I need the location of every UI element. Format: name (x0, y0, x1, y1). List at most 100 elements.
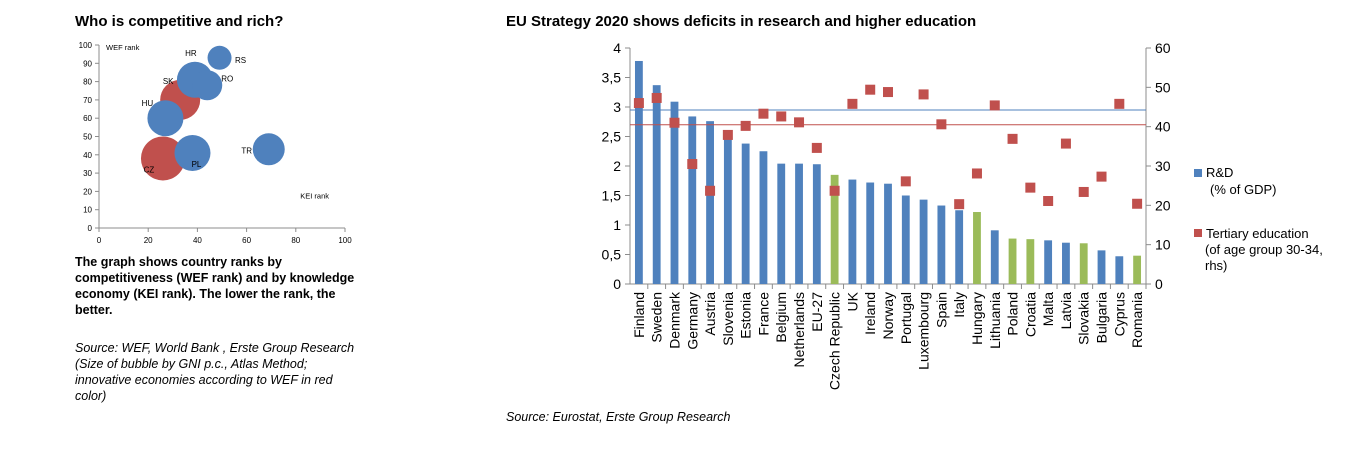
bar-chart-title: EU Strategy 2020 shows deficits in resea… (506, 13, 977, 30)
rd-bar (1062, 242, 1070, 284)
bar-left-tick-label: 1 (613, 217, 621, 233)
bar-right-tick-label: 40 (1155, 119, 1171, 135)
rd-bar (1008, 238, 1017, 284)
tertiary-marker (705, 185, 716, 196)
bar-category-label: Romania (1129, 292, 1145, 348)
tertiary-marker (776, 111, 787, 122)
bar-right-tick-label: 30 (1155, 158, 1171, 174)
bubble-chart: 0 10 20 30 40 50 60 70 80 90 100 0 20 40 60 80 100 WEF ra… (79, 41, 353, 245)
bubble-label-sk: SK (163, 77, 174, 86)
rd-bar (652, 85, 661, 284)
tertiary-marker (1043, 196, 1054, 207)
bar-category-label: Ireland (862, 292, 878, 335)
tertiary-marker (829, 185, 840, 196)
rd-bar (741, 143, 750, 284)
rd-bar (901, 195, 910, 284)
bubble-y-tick-label: 100 (79, 41, 93, 50)
rd-bar (955, 210, 964, 284)
bar-category-label: Lithuania (987, 292, 1003, 349)
bar-left-tick-label: 2,5 (602, 129, 622, 145)
tertiary-marker (1132, 198, 1143, 209)
rd-bar (973, 212, 981, 284)
tertiary-marker (1025, 182, 1036, 193)
tertiary-marker (900, 176, 911, 187)
bar-right-tick-label: 0 (1155, 276, 1163, 292)
bubble-hu (147, 100, 184, 137)
tertiary-marker (918, 89, 929, 100)
bar-category-label: EU-27 (809, 292, 825, 332)
bubble-y-tick-label: 20 (83, 187, 92, 196)
bubble-x-tick-label: 60 (242, 236, 251, 245)
rd-bar (848, 179, 857, 284)
bubble-chart-title: Who is competitive and rich? (75, 13, 284, 30)
tertiary-marker (1078, 186, 1089, 197)
bar-category-label: Bulgaria (1094, 292, 1110, 344)
tertiary-marker (1096, 171, 1107, 182)
rd-bar (937, 205, 946, 284)
tertiary-marker (865, 84, 876, 95)
bubble-y-tick-label: 90 (83, 59, 92, 68)
bubble-y-tick-label: 0 (88, 224, 93, 233)
bubble-y-tick-label: 10 (83, 206, 92, 215)
bubble-label-hr: HR (185, 49, 197, 58)
rd-bar (1115, 256, 1124, 284)
bar-category-label: Croatia (1022, 292, 1038, 337)
bar-chart-source: Source: Eurostat, Erste Group Research (506, 410, 731, 424)
bubble-chart-description: The graph shows country ranks by competi… (75, 255, 355, 317)
bar-left-tick-label: 3,5 (602, 70, 622, 86)
legend-rd-label: (% of GDP) (1210, 182, 1276, 197)
tertiary-marker (954, 199, 965, 210)
bar-category-label: Finland (631, 292, 647, 338)
rd-bar (723, 138, 732, 284)
rd-bar (706, 121, 714, 284)
bubble-tr (252, 133, 285, 166)
bar-left-tick-label: 0,5 (602, 247, 622, 263)
bar-category-label: Denmark (666, 291, 682, 349)
bar-left-tick-label: 3 (613, 99, 621, 115)
bar-right-tick-label: 20 (1155, 197, 1171, 213)
tertiary-marker (633, 98, 644, 109)
bar-category-label: Luxembourg (916, 292, 932, 370)
bar-category-label: Belgium (773, 292, 789, 343)
bar-left-tick-label: 1,5 (602, 188, 622, 204)
bar-category-label: Sweden (649, 292, 665, 343)
rd-bar (884, 183, 892, 284)
bubble-ro (192, 70, 223, 101)
rd-bar (1097, 250, 1106, 284)
bar-category-label: Spain (933, 292, 949, 328)
legend-rd-swatch (1194, 169, 1202, 177)
bar-category-label: Netherlands (791, 292, 807, 368)
legend-tertiary-label: Tertiary education (1206, 226, 1309, 241)
tertiary-marker (883, 87, 893, 98)
bar-category-label: Czech Republic (827, 292, 843, 390)
bubble-x-tick-label: 80 (291, 236, 300, 245)
rd-bar (777, 163, 786, 284)
rd-bar (795, 163, 803, 284)
tertiary-marker (989, 100, 1000, 111)
bar-right-tick-label: 50 (1155, 79, 1171, 95)
bubble-rs (207, 45, 232, 70)
bar-left-tick-label: 2 (613, 158, 621, 174)
bar-right-tick-label: 60 (1155, 40, 1171, 56)
tertiary-marker (847, 98, 858, 109)
bubble-label-hu: HU (142, 99, 154, 108)
tertiary-marker (740, 120, 751, 131)
rd-bar (1026, 239, 1035, 284)
bar-category-label: France (755, 292, 771, 336)
bubble-x-axis-label: KEI rank (300, 192, 329, 201)
legend-tertiary-swatch (1194, 229, 1202, 237)
bubble-y-tick-label: 50 (83, 133, 92, 142)
bar-category-label: Slovakia (1076, 292, 1092, 345)
bar-category-label: Italy (951, 292, 967, 318)
legend-tertiary-label: (of age group 30-34, (1205, 242, 1323, 257)
bar-category-label: UK (844, 291, 860, 311)
rd-bar (634, 60, 643, 285)
bubble-label-tr: TR (241, 146, 252, 155)
bubble-y-tick-label: 40 (83, 151, 92, 160)
rd-bar (919, 199, 928, 284)
tertiary-marker (1007, 133, 1018, 144)
tertiary-marker (722, 129, 733, 140)
bubble-label-pl: PL (192, 160, 202, 169)
bubble-chart-source: Source: WEF, World Bank , Erste Group Re… (75, 341, 355, 403)
bubble-x-tick-label: 100 (338, 236, 352, 245)
